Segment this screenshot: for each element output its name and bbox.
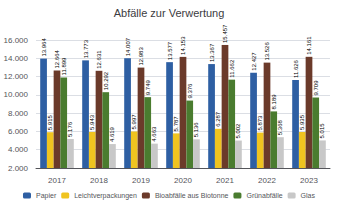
svg-text:13.773: 13.773 xyxy=(83,39,89,58)
svg-text:15.457: 15.457 xyxy=(222,24,228,43)
svg-text:2017: 2017 xyxy=(48,176,66,185)
svg-text:8.189: 8.189 xyxy=(271,94,277,110)
svg-text:2.000: 2.000 xyxy=(8,164,29,173)
svg-text:9.749: 9.749 xyxy=(145,79,151,95)
svg-text:5.176: 5.176 xyxy=(67,121,73,137)
svg-text:Grünabfälle: Grünabfälle xyxy=(246,192,282,199)
svg-text:Abfälle zur Verwertung: Abfälle zur Verwertung xyxy=(114,7,225,19)
svg-text:13.526: 13.526 xyxy=(264,42,270,61)
svg-text:10.000: 10.000 xyxy=(4,90,29,99)
svg-text:16.000: 16.000 xyxy=(4,36,29,45)
svg-text:9.709: 9.709 xyxy=(313,80,319,96)
svg-text:Bioabfälle aus Biotonne: Bioabfälle aus Biotonne xyxy=(155,192,229,199)
svg-text:2021: 2021 xyxy=(216,176,234,185)
svg-text:5.997: 5.997 xyxy=(131,114,137,130)
svg-text:5.935: 5.935 xyxy=(299,114,305,130)
svg-text:13.367: 13.367 xyxy=(209,43,215,62)
svg-text:14.153: 14.153 xyxy=(180,36,186,55)
svg-text:2020: 2020 xyxy=(174,176,192,185)
svg-text:12.631: 12.631 xyxy=(96,50,102,69)
svg-text:11.626: 11.626 xyxy=(293,59,299,78)
svg-text:Papier: Papier xyxy=(36,192,57,200)
svg-text:2019: 2019 xyxy=(132,176,150,185)
svg-text:11.662: 11.662 xyxy=(229,59,235,78)
svg-text:4.663: 4.663 xyxy=(151,126,157,142)
svg-text:13.964: 13.964 xyxy=(41,38,47,57)
svg-text:5.002: 5.002 xyxy=(235,123,241,139)
svg-text:5.915: 5.915 xyxy=(47,115,53,131)
svg-text:5.787: 5.787 xyxy=(173,116,179,132)
svg-text:14.007: 14.007 xyxy=(125,37,131,56)
svg-text:5.136: 5.136 xyxy=(193,122,199,138)
svg-text:6.000: 6.000 xyxy=(8,127,29,136)
svg-text:14.161: 14.161 xyxy=(306,36,312,55)
svg-text:2022: 2022 xyxy=(258,176,276,185)
svg-text:6.287: 6.287 xyxy=(215,111,221,127)
svg-text:9.376: 9.376 xyxy=(187,83,193,99)
svg-text:4.619: 4.619 xyxy=(109,126,115,142)
svg-text:14.000: 14.000 xyxy=(4,54,29,63)
svg-text:10.292: 10.292 xyxy=(103,71,109,90)
svg-text:12.664: 12.664 xyxy=(54,49,60,68)
svg-text:Leichtverpackungen: Leichtverpackungen xyxy=(74,192,137,200)
svg-text:5.873: 5.873 xyxy=(257,115,263,131)
svg-text:13.577: 13.577 xyxy=(167,41,173,60)
svg-text:2023: 2023 xyxy=(300,176,318,185)
svg-text:12.983: 12.983 xyxy=(138,47,144,66)
svg-text:11.899: 11.899 xyxy=(61,57,67,76)
svg-text:2018: 2018 xyxy=(90,176,108,185)
svg-text:12.427: 12.427 xyxy=(251,52,257,71)
svg-text:5.368: 5.368 xyxy=(277,120,283,136)
svg-text:12.000: 12.000 xyxy=(4,72,29,81)
svg-text:Glas: Glas xyxy=(301,192,316,199)
svg-text:5.943: 5.943 xyxy=(89,114,95,130)
svg-text:8.000: 8.000 xyxy=(8,109,29,118)
svg-text:5.015: 5.015 xyxy=(319,123,325,139)
svg-text:4.000: 4.000 xyxy=(8,145,29,154)
